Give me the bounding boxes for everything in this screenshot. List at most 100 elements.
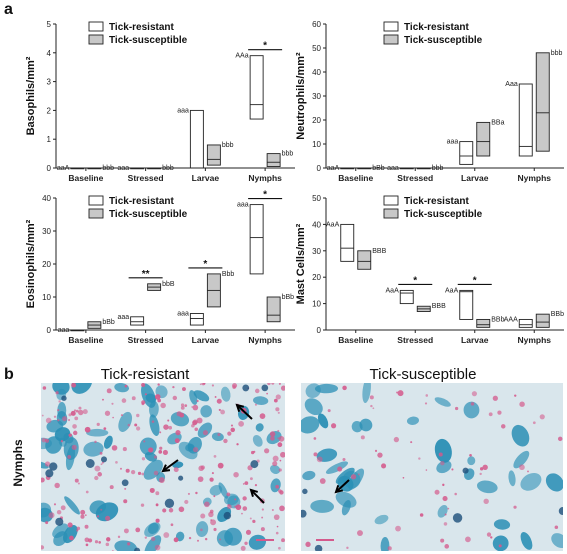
- nucleus-blue: [253, 396, 269, 405]
- granule-pink: [111, 402, 114, 405]
- legend-entry: Tick-susceptible: [404, 209, 483, 220]
- nucleus-blue: [200, 405, 212, 418]
- group-letters: bBb: [102, 319, 115, 326]
- group-letters: bbb: [102, 165, 114, 172]
- granule-pink: [98, 541, 102, 544]
- granule-pink: [211, 384, 214, 387]
- granule-pink: [122, 447, 127, 452]
- nucleus-blue: [220, 386, 231, 402]
- legend-swatch: [88, 195, 104, 206]
- nucleus-blue: [197, 422, 213, 438]
- granule-pink: [75, 409, 79, 413]
- granule-pink: [370, 404, 373, 408]
- granule-pink: [514, 394, 517, 397]
- granule-pink: [471, 391, 477, 397]
- granule-pink: [425, 394, 429, 397]
- granule-pink: [234, 505, 237, 508]
- granule-pink: [144, 536, 147, 539]
- granule-pink: [109, 485, 114, 490]
- group-letters: Aaa: [505, 81, 518, 88]
- nucleus-blue: [317, 413, 329, 429]
- nucleus-blue: [302, 470, 316, 481]
- nucleus-dark: [55, 517, 64, 526]
- granule-pink: [115, 461, 118, 464]
- granule-pink: [106, 537, 111, 542]
- granule-pink: [188, 536, 192, 540]
- significance-marker: **: [142, 269, 150, 280]
- granule-pink: [444, 513, 447, 516]
- granule-pink: [451, 468, 454, 471]
- granule-pink: [486, 532, 492, 537]
- granule-pink: [97, 472, 103, 477]
- granule-pink: [41, 437, 47, 443]
- nucleus-blue: [52, 383, 70, 395]
- nucleus-blue: [374, 514, 389, 525]
- granule-pink: [438, 452, 443, 457]
- granule-pink: [273, 514, 280, 521]
- box-resistant: [399, 289, 414, 305]
- nucleus-blue: [86, 428, 109, 437]
- group-letters: BBB: [372, 248, 386, 255]
- granule-pink: [94, 440, 97, 444]
- granule-pink: [74, 478, 79, 483]
- group-letters: AaA: [326, 221, 340, 228]
- y-tick-label: 0: [317, 164, 322, 173]
- granule-pink: [277, 437, 280, 440]
- legend-entry: Tick-susceptible: [404, 35, 483, 46]
- granule-pink: [123, 499, 128, 504]
- y-tick-label: 3: [47, 78, 52, 87]
- category-label: Larvae: [192, 335, 220, 345]
- granule-pink: [235, 504, 242, 511]
- arrow-mast-cell-head: [235, 403, 245, 412]
- group-letters: aaa: [387, 165, 399, 172]
- granule-pink: [74, 416, 79, 421]
- granule-pink: [155, 503, 159, 507]
- granule-pink: [106, 388, 112, 394]
- granule-pink: [71, 383, 77, 388]
- granule-pink: [261, 516, 264, 519]
- granule-pink: [234, 498, 237, 501]
- arrow-mast-cell-head: [161, 464, 171, 473]
- group-letters: AaA: [386, 287, 400, 294]
- box-resistant: [130, 316, 145, 326]
- granule-pink: [103, 427, 107, 430]
- granule-pink: [395, 525, 401, 532]
- nucleus-blue: [209, 485, 223, 496]
- granule-pink: [440, 538, 445, 543]
- group-letters: Bbb: [222, 271, 235, 278]
- granule-pink: [519, 464, 525, 471]
- granule-pink: [153, 470, 159, 476]
- nucleus-blue: [41, 461, 49, 469]
- granule-pink: [174, 438, 180, 444]
- granule-pink: [158, 450, 163, 454]
- granule-pink: [216, 398, 222, 404]
- nucleus-blue: [187, 436, 202, 454]
- nucleus-blue: [341, 499, 351, 516]
- granule-pink: [381, 463, 387, 469]
- granule-pink: [557, 436, 563, 442]
- granule-pink: [498, 544, 502, 548]
- granule-pink: [261, 508, 264, 511]
- granule-pink: [319, 478, 326, 484]
- granule-pink: [245, 529, 252, 535]
- nucleus-blue: [511, 424, 530, 447]
- box-resistant: [189, 313, 204, 326]
- granule-pink: [148, 447, 154, 453]
- granule-pink: [483, 498, 489, 505]
- granule-pink: [191, 406, 194, 408]
- category-label: Stressed: [397, 335, 433, 345]
- arrow-mast-cell-head: [249, 488, 258, 497]
- granule-pink: [99, 451, 103, 455]
- nucleus-dark: [61, 395, 67, 401]
- legend-swatch: [88, 21, 104, 32]
- granule-pink: [277, 429, 280, 433]
- nucleus-dark: [302, 488, 308, 495]
- granule-pink: [151, 420, 155, 423]
- panel-label-b: b: [4, 366, 14, 383]
- y-tick-label: 0: [47, 164, 52, 173]
- granule-pink: [434, 489, 440, 495]
- granule-pink: [313, 452, 318, 457]
- nucleus-blue: [71, 383, 93, 394]
- box-susceptible: [357, 250, 372, 270]
- significance-marker: *: [203, 259, 207, 270]
